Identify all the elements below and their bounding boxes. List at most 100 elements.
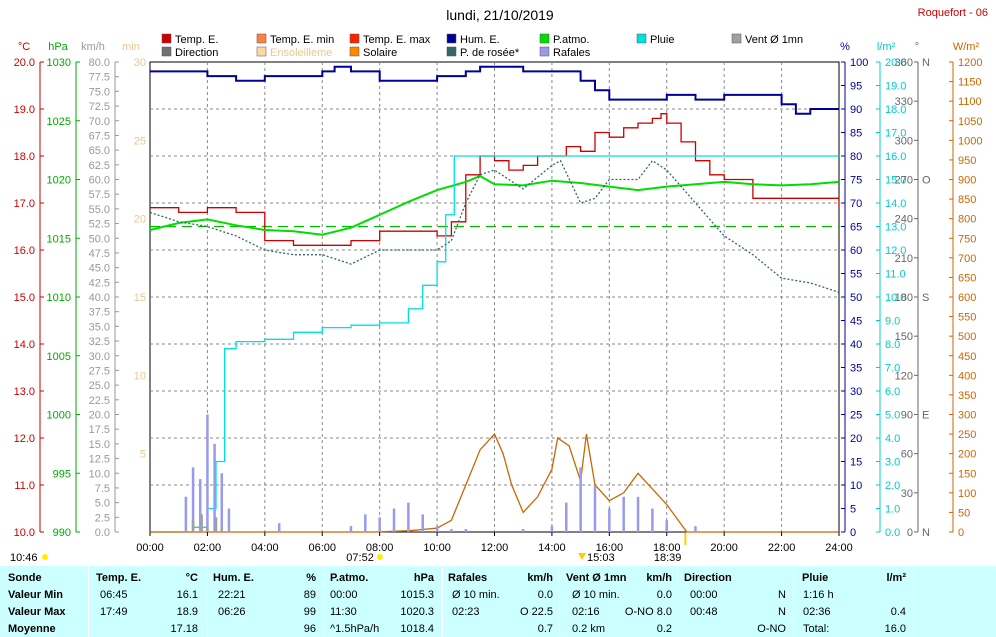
tick-label-hum: 30 [850, 386, 862, 398]
summary-rafales-value: 0.7 [537, 623, 553, 635]
tick-label-solar: 1050 [958, 116, 982, 128]
series-vent-1mn [191, 514, 224, 532]
tick-label-solar: 1000 [958, 135, 982, 147]
sunrise-time: 07:52 [346, 552, 374, 564]
tick-label-min: 20 [134, 214, 146, 226]
tick-label-solar: 150 [958, 468, 976, 480]
legend-label: Temp. E. max [363, 34, 431, 46]
tick-label-wind: 45.0 [89, 263, 110, 275]
summary-vent-label: Ø 10 min. [572, 589, 620, 601]
tick-label-temp: 12.0 [14, 433, 35, 445]
sunrise-icon [376, 554, 383, 560]
tick-label-solar: 250 [958, 429, 976, 441]
summary-unit-hum: % [306, 572, 316, 584]
tick-label-cardinal: N [922, 57, 930, 69]
tick-label-hum: 65 [850, 222, 862, 234]
x-tick-label: 20:00 [710, 542, 738, 554]
tick-label-rain: 4.0 [885, 433, 900, 445]
tick-label-min: 30 [134, 57, 146, 69]
tick-label-solar: 100 [958, 488, 976, 500]
tick-label-wind: 15.0 [89, 439, 110, 451]
summary-header-rafales: Rafales [448, 572, 488, 584]
axis-unit-hum: % [840, 41, 850, 53]
tick-label-hum: 20 [850, 433, 862, 445]
legend-label: Temp. E. [175, 34, 218, 46]
tick-label-hum: 95 [850, 81, 862, 93]
tick-label-pressure: 1010 [47, 292, 71, 304]
tick-label-wind: 25.0 [89, 380, 110, 392]
summary-row-label: Valeur Max [8, 606, 66, 618]
tick-label-solar: 900 [958, 175, 976, 187]
tick-label-hum: 25 [850, 410, 862, 422]
legend-label: Vent Ø 1mn [745, 34, 803, 46]
x-tick-label: 14:00 [538, 542, 566, 554]
summary-divider [559, 566, 560, 637]
legend-label: Pluie [650, 34, 674, 46]
tick-label-solar: 500 [958, 331, 976, 343]
noon-time: 15:03 [587, 552, 615, 564]
tick-label-solar: 450 [958, 351, 976, 363]
summary-table: Sonde Valeur Min Valeur Max Moyenne Temp. E.… [0, 566, 996, 637]
tick-label-wind: 75.0 [89, 86, 110, 98]
tick-label-dir: 330 [895, 96, 913, 108]
tick-label-hum: 10 [850, 480, 862, 492]
summary-vent-value: 0.2 [656, 623, 672, 635]
tick-label-solar: 700 [958, 253, 976, 265]
tick-label-hum: 75 [850, 175, 862, 187]
summary-patmo-value: 1020.3 [400, 606, 434, 618]
tick-label-pressure: 1030 [47, 57, 71, 69]
summary-unit-rafales: km/h [527, 572, 553, 584]
tick-label-wind: 22.5 [89, 395, 110, 407]
tick-label-rain: 20.0 [885, 57, 906, 69]
tick-label-wind: 60.0 [89, 175, 110, 187]
tick-label-temp: 16.0 [14, 245, 35, 257]
legend-swatch [161, 33, 172, 44]
summary-divider [88, 566, 89, 637]
summary-header-temp: Temp. E. [96, 572, 142, 584]
tick-label-hum: 70 [850, 198, 862, 210]
x-tick-label: 24:00 [825, 542, 853, 554]
tick-label-wind: 72.5 [89, 101, 110, 113]
tick-label-rain: 1.0 [885, 504, 900, 516]
tick-label-hum: 60 [850, 245, 862, 257]
x-tick-label: 02:00 [194, 542, 222, 554]
axis-units: °C hPa km/h min% l/m² ° W/m² [18, 41, 980, 53]
tick-label-solar: 600 [958, 292, 976, 304]
summary-header-sonde: Sonde [8, 572, 42, 584]
tick-label-wind: 0.0 [95, 527, 110, 539]
x-tick-label: 10:00 [423, 542, 451, 554]
tick-label-wind: 42.5 [89, 277, 110, 289]
tick-label-wind: 77.5 [89, 72, 110, 84]
tick-label-wind: 52.5 [89, 219, 110, 231]
tick-label-wind: 35.0 [89, 321, 110, 333]
tick-label-rain: 0.0 [885, 527, 900, 539]
legend-label: P. de rosée* [460, 47, 520, 59]
tick-label-pressure: 990 [53, 527, 71, 539]
tick-label-wind: 27.5 [89, 365, 110, 377]
summary-unit-patmo: hPa [413, 572, 434, 584]
tick-label-rain: 5.0 [885, 410, 900, 422]
tick-label-hum: 40 [850, 339, 862, 351]
summary-pluie-label: Total: [803, 623, 830, 635]
axis-unit-temp: °C [18, 41, 30, 53]
tick-label-solar: 800 [958, 214, 976, 226]
legend-swatch [731, 33, 742, 44]
tick-label-wind: 55.0 [89, 204, 110, 216]
x-tick-label: 12:00 [481, 542, 509, 554]
x-tick-label: 18:00 [653, 542, 681, 554]
tick-label-rain: 3.0 [885, 457, 900, 469]
tick-label-dir: 90 [901, 410, 913, 422]
tick-label-hum: 15 [850, 457, 862, 469]
tick-label-temp: 18.0 [14, 151, 35, 163]
tick-label-rain: 6.0 [885, 386, 900, 398]
tick-label-rain: 7.0 [885, 363, 900, 375]
tick-label-solar: 650 [958, 272, 976, 284]
tick-label-wind: 32.5 [89, 336, 110, 348]
axis-unit-dir: ° [915, 41, 919, 53]
tick-label-temp: 11.0 [14, 480, 35, 492]
tick-label-wind: 37.5 [89, 307, 110, 319]
summary-header-direction: Direction [684, 572, 732, 584]
tick-label-dir: 240 [895, 214, 913, 226]
legend-swatch [161, 46, 172, 57]
axis-unit-min: min [122, 41, 140, 53]
